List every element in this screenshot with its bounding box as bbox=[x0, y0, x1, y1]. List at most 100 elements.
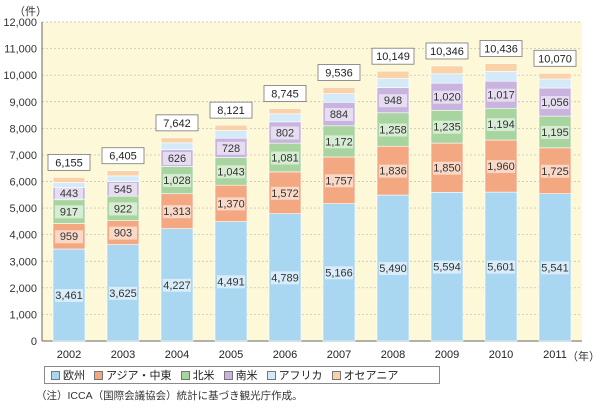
bar-segment bbox=[430, 65, 464, 75]
bar-segment bbox=[430, 73, 464, 84]
bar-segment bbox=[484, 71, 518, 82]
legend-label: 北米 bbox=[192, 370, 215, 382]
data-label: 1,194 bbox=[487, 119, 515, 131]
y-tick-label: 11,000 bbox=[4, 44, 37, 56]
data-label: 802 bbox=[276, 128, 294, 140]
y-tick-label: 12,000 bbox=[3, 17, 37, 29]
data-label: 1,572 bbox=[271, 188, 299, 200]
data-label-backdrop bbox=[163, 174, 191, 188]
total-label: 6,155 bbox=[55, 157, 83, 169]
data-label-backdrop bbox=[325, 108, 353, 122]
total-label-box bbox=[317, 64, 361, 81]
data-label: 5,166 bbox=[325, 267, 353, 279]
data-label: 1,725 bbox=[541, 166, 569, 178]
y-axis-unit: （件） bbox=[14, 6, 47, 18]
total-label: 10,346 bbox=[430, 46, 464, 58]
legend-swatch bbox=[266, 370, 276, 380]
y-tick-label: 5,000 bbox=[9, 203, 37, 215]
data-label-backdrop bbox=[325, 135, 353, 149]
data-label: 948 bbox=[384, 95, 402, 107]
data-label: 1,235 bbox=[433, 122, 461, 134]
data-label: 917 bbox=[60, 206, 78, 218]
bar-segment bbox=[538, 73, 572, 80]
data-label: 5,594 bbox=[433, 262, 461, 274]
y-tick-label: 3,000 bbox=[9, 256, 37, 268]
total-label: 7,642 bbox=[163, 118, 191, 130]
total-label-box bbox=[371, 47, 415, 65]
total-label-box bbox=[425, 42, 469, 60]
total-label-box bbox=[155, 114, 199, 132]
bar-segment bbox=[106, 175, 140, 182]
total-label: 10,149 bbox=[376, 51, 410, 63]
total-label: 10,070 bbox=[538, 53, 572, 65]
data-label: 1,017 bbox=[487, 90, 515, 102]
data-label: 1,836 bbox=[379, 166, 407, 178]
bar-segment bbox=[538, 78, 572, 89]
x-tick-label: 2006 bbox=[273, 349, 297, 361]
data-label: 922 bbox=[114, 203, 132, 215]
legend-item: 欧州 bbox=[51, 367, 85, 383]
data-label-backdrop bbox=[541, 261, 569, 275]
bar-segment bbox=[52, 182, 86, 188]
legend-item: アジア・中東 bbox=[94, 367, 172, 383]
data-label-backdrop bbox=[55, 187, 83, 201]
data-label: 3,461 bbox=[55, 290, 83, 302]
data-label-backdrop bbox=[487, 118, 515, 132]
x-tick-label: 2004 bbox=[165, 349, 189, 361]
legend-swatch bbox=[331, 370, 341, 380]
data-label-backdrop bbox=[271, 151, 299, 165]
data-label: 1,370 bbox=[217, 198, 245, 210]
data-label-backdrop bbox=[325, 266, 353, 280]
legend-label: 南米 bbox=[235, 370, 258, 382]
data-label-backdrop bbox=[271, 186, 299, 200]
data-label-backdrop bbox=[487, 88, 515, 102]
total-label-box bbox=[47, 153, 91, 171]
data-label-backdrop bbox=[163, 278, 191, 292]
data-label: 3,625 bbox=[109, 288, 137, 300]
bar-segment bbox=[52, 177, 86, 183]
data-label: 1,020 bbox=[433, 92, 461, 104]
bar-segment bbox=[484, 63, 518, 72]
x-tick-label: 2005 bbox=[219, 349, 243, 361]
data-label: 1,056 bbox=[541, 97, 569, 109]
bar-segment bbox=[268, 108, 302, 115]
total-label: 9,536 bbox=[325, 68, 353, 80]
data-label: 4,227 bbox=[163, 280, 191, 292]
data-label: 4,789 bbox=[271, 272, 299, 284]
data-label-backdrop bbox=[55, 205, 83, 219]
legend-item: オセアニア bbox=[331, 367, 398, 383]
legend-swatch bbox=[51, 370, 60, 380]
data-label: 728 bbox=[222, 143, 240, 155]
data-label-backdrop bbox=[55, 288, 83, 302]
legend-label: アジア・中東 bbox=[106, 370, 172, 382]
data-label: 1,313 bbox=[163, 206, 191, 218]
data-label: 1,043 bbox=[217, 166, 245, 178]
y-tick-label: 0 bbox=[31, 336, 37, 348]
total-label: 10,436 bbox=[484, 44, 518, 56]
total-label: 6,405 bbox=[109, 151, 137, 163]
bar-segment bbox=[214, 130, 248, 139]
data-label-backdrop bbox=[109, 226, 137, 240]
data-label-backdrop bbox=[271, 271, 299, 285]
data-label: 1,172 bbox=[325, 136, 353, 148]
data-label-backdrop bbox=[109, 182, 137, 196]
x-tick-label: 2010 bbox=[489, 349, 513, 361]
y-tick-label: 10,000 bbox=[3, 70, 37, 82]
data-label-backdrop bbox=[433, 161, 461, 175]
total-label-box bbox=[533, 49, 577, 67]
data-label: 5,601 bbox=[487, 262, 515, 274]
y-tick-label: 7,000 bbox=[9, 150, 37, 162]
legend-item: アフリカ bbox=[266, 367, 323, 383]
data-label-backdrop bbox=[109, 286, 137, 300]
data-label-backdrop bbox=[163, 205, 191, 219]
data-label: 1,195 bbox=[541, 127, 569, 139]
data-label-backdrop bbox=[541, 96, 569, 110]
data-label: 4,491 bbox=[217, 276, 245, 288]
data-label-backdrop bbox=[217, 275, 245, 289]
data-label-backdrop bbox=[379, 123, 407, 137]
data-label: 1,850 bbox=[433, 163, 461, 175]
total-label: 8,121 bbox=[217, 105, 245, 117]
data-label-backdrop bbox=[55, 230, 83, 244]
legend-swatch bbox=[94, 370, 103, 380]
